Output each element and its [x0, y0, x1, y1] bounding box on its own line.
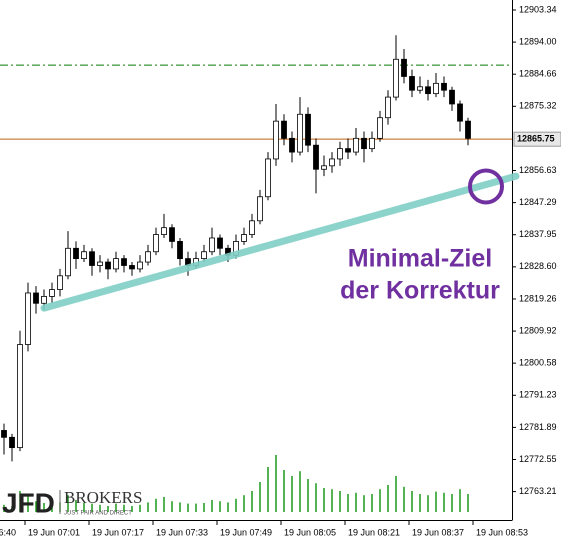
- candle-body: [457, 103, 463, 122]
- y-tick-label: 12856.63: [519, 165, 557, 175]
- candle-body: [49, 289, 55, 297]
- candle-body: [1, 430, 7, 438]
- candle-body: [9, 436, 15, 449]
- x-tick-label: 19 Jun 07:17: [92, 527, 144, 537]
- candle-body: [201, 251, 207, 260]
- candle-body: [97, 261, 103, 266]
- candle-body: [153, 234, 159, 253]
- candle-body: [209, 237, 215, 253]
- candle-body: [401, 58, 407, 77]
- annotation: der Korrektur: [340, 277, 500, 305]
- x-tick-label: 19 Jun 08:05: [284, 527, 336, 537]
- candle-body: [73, 247, 79, 260]
- candle-body: [169, 227, 175, 242]
- y-tick-label: 12800.58: [519, 358, 557, 368]
- candle-body: [329, 158, 335, 167]
- trendline: [40, 172, 520, 312]
- candle-body: [129, 265, 135, 270]
- logo-slogan: JUST FAIR AND DIRECT: [64, 511, 132, 517]
- current-price-box: [513, 131, 561, 147]
- y-tick-label: 12772.55: [519, 454, 557, 464]
- candle-body: [241, 234, 247, 242]
- candle-body: [337, 148, 343, 160]
- candle-body: [57, 275, 63, 290]
- logo: JFD BROKERS JUST FAIR AND DIRECT: [2, 487, 142, 518]
- candle-body: [433, 82, 439, 95]
- candle-body: [321, 165, 327, 170]
- current-price-label: 12865.75: [517, 134, 555, 144]
- candle-body: [217, 237, 223, 249]
- candle-body: [145, 251, 151, 263]
- x-tick-label: 19 Jun 08:37: [412, 527, 464, 537]
- x-tick-label: 19 Jun 07:49: [220, 527, 272, 537]
- y-tick-label: 12847.29: [519, 197, 557, 207]
- y-tick-label: 12763.21: [519, 486, 557, 496]
- candle-body: [25, 292, 31, 345]
- candle-body: [41, 296, 47, 304]
- candle-body: [289, 137, 295, 153]
- y-tick-label: 12894.00: [519, 36, 557, 46]
- y-tick-label: 12791.23: [519, 390, 557, 400]
- y-tick-label: 12781.89: [519, 422, 557, 432]
- y-tick-label: 12837.95: [519, 229, 557, 239]
- candle-body: [65, 247, 71, 277]
- candle-body: [425, 86, 431, 95]
- candle-body: [393, 58, 399, 98]
- candle-body: [417, 86, 423, 91]
- candle-body: [377, 117, 383, 139]
- candle-body: [305, 113, 311, 146]
- y-tick-label: 12819.26: [519, 293, 557, 303]
- y-tick-label: 12884.66: [519, 69, 557, 79]
- x-tick-label: 19 Jun 08:21: [348, 527, 400, 537]
- candle-body: [113, 258, 119, 270]
- candle-body: [137, 261, 143, 270]
- candle-body: [345, 148, 351, 153]
- candle-body: [121, 258, 127, 266]
- candle-body: [265, 158, 271, 198]
- y-tick-label: 12828.60: [519, 261, 557, 271]
- candle-body: [361, 137, 367, 150]
- candle-body: [449, 89, 455, 105]
- x-tick-label: 19 Jun 07:01: [28, 527, 80, 537]
- candle-body: [105, 261, 111, 270]
- candle-body: [257, 196, 263, 222]
- y-tick-label: 12903.34: [519, 4, 557, 14]
- candle-body: [177, 241, 183, 260]
- candle-body: [89, 251, 95, 266]
- logo-mark: JFD: [2, 487, 55, 518]
- candle-body: [297, 113, 303, 153]
- target-circle: [468, 168, 504, 205]
- candle-body: [409, 76, 415, 91]
- candle-body: [273, 120, 279, 160]
- candle-body: [369, 137, 375, 150]
- candle-body: [281, 120, 287, 139]
- candle-body: [385, 96, 391, 119]
- candle-body: [249, 220, 255, 235]
- candle-body: [465, 120, 471, 139]
- x-tick-label: 19 Jun 06:40: [0, 527, 16, 537]
- candle-body: [81, 251, 87, 260]
- candle-body: [17, 344, 23, 449]
- x-tick-label: 19 Jun 08:53: [476, 527, 528, 537]
- candle-body: [313, 144, 319, 170]
- candle-body: [161, 227, 167, 235]
- annotation: Minimal-Ziel: [348, 245, 492, 273]
- candle-body: [441, 82, 447, 91]
- y-tick-label: 12809.92: [519, 325, 557, 335]
- candle-body: [353, 137, 359, 153]
- x-tick-label: 19 Jun 07:33: [156, 527, 208, 537]
- logo-name: BROKERS: [64, 488, 142, 507]
- y-tick-label: 12875.32: [519, 101, 557, 111]
- candle-body: [33, 292, 39, 304]
